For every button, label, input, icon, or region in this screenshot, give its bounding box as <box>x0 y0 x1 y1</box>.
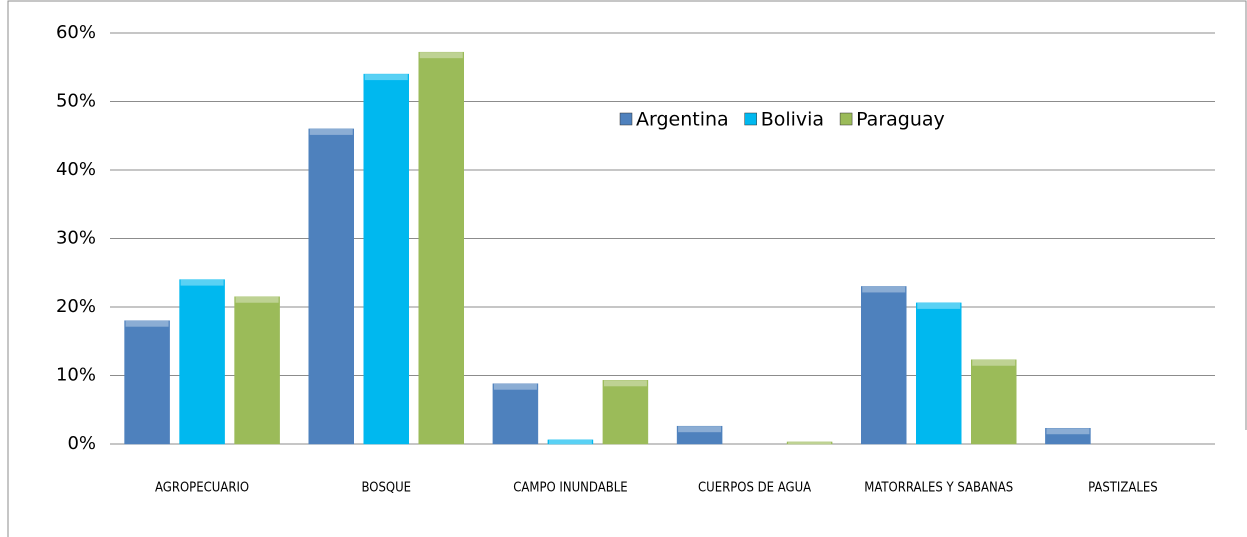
bar-top <box>364 74 408 81</box>
bar-top <box>788 441 832 444</box>
bar-top <box>972 359 1016 366</box>
legend-swatch <box>619 112 633 126</box>
bar-group <box>492 383 539 445</box>
bar-shade <box>418 52 464 445</box>
bar-shade <box>234 296 280 444</box>
bar-shade <box>308 128 354 444</box>
bar-top <box>309 128 353 135</box>
bar-group <box>602 380 649 445</box>
chart-frame <box>7 0 1247 537</box>
bar-group <box>971 359 1017 445</box>
bar-shade <box>1045 428 1091 444</box>
bar-group <box>179 279 225 445</box>
legend-label: Paraguay <box>856 109 945 131</box>
y-tick-label: 50% <box>56 91 96 112</box>
legend-swatch <box>839 112 853 126</box>
bar-group <box>234 296 280 445</box>
bar-group <box>916 302 962 445</box>
bar-shade <box>677 426 723 444</box>
y-tick-label: 20% <box>56 296 96 317</box>
bar-top <box>862 286 906 293</box>
bar-top <box>917 302 961 309</box>
bar-top <box>548 439 592 444</box>
x-tick-label: CUERPOS DE AGUA <box>698 481 811 496</box>
bar-group <box>308 128 354 445</box>
bar-top <box>235 296 279 303</box>
bar-shade <box>916 302 962 444</box>
x-tick-label: AGROPECUARIO <box>155 481 249 496</box>
bar-shade <box>787 441 833 444</box>
bar-shade <box>124 320 170 444</box>
bar-group <box>363 73 409 445</box>
bar-group <box>547 439 594 445</box>
bar-group <box>786 441 833 445</box>
bar-shade <box>602 380 648 444</box>
y-tick-label: 0% <box>67 433 96 454</box>
y-tick-label: 10% <box>56 365 96 386</box>
bar-shade <box>861 286 907 444</box>
legend-label: Argentina <box>636 109 729 131</box>
bar-group <box>676 425 723 445</box>
bar-top <box>125 320 169 327</box>
bar-shade <box>179 279 225 444</box>
legend-label: Bolivia <box>761 109 824 131</box>
bar-top <box>678 426 722 433</box>
x-tick-label: PASTIZALES <box>1088 481 1158 496</box>
bar-shade <box>492 383 538 444</box>
bar-top <box>493 383 537 390</box>
bar-shade <box>363 74 409 444</box>
bar-group <box>861 286 907 445</box>
bar-group <box>1045 427 1091 445</box>
y-tick-label: 30% <box>56 228 96 249</box>
bar-group <box>124 320 170 445</box>
x-tick-label: BOSQUE <box>361 481 411 496</box>
bar-shade <box>971 359 1017 444</box>
y-tick-label: 40% <box>56 159 96 180</box>
bar-top <box>180 279 224 286</box>
bar-top <box>419 52 463 59</box>
y-tick-label: 60% <box>56 22 96 43</box>
x-tick-label: CAMPO INUNDABLE <box>513 481 627 496</box>
x-tick-label: MATORRALES Y SABANAS <box>864 481 1013 496</box>
bar-group <box>418 51 464 445</box>
legend-swatch <box>744 112 757 126</box>
bar-top <box>1046 428 1090 435</box>
bar-shade <box>547 439 593 444</box>
bar-top <box>603 380 647 387</box>
